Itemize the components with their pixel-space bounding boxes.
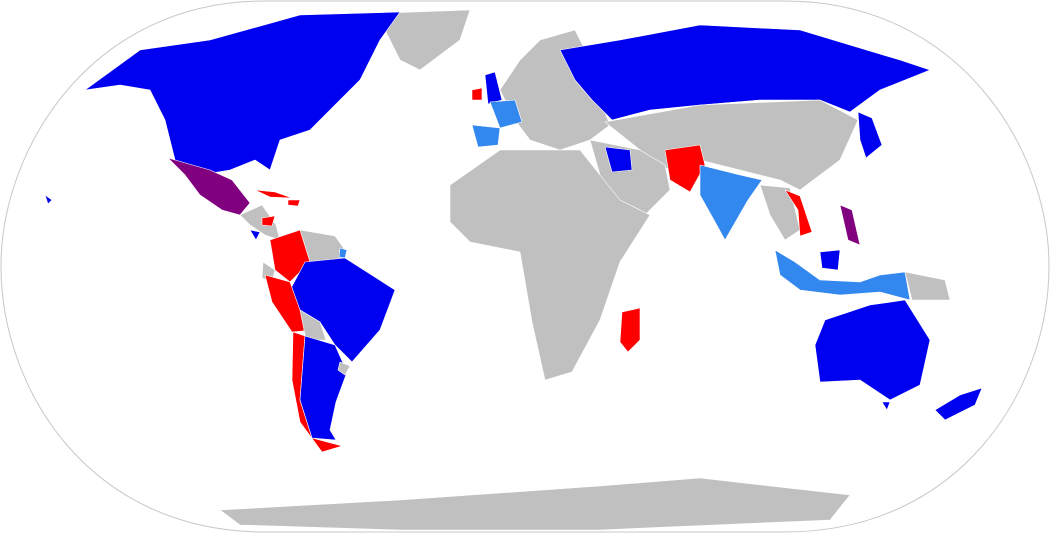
region-india <box>699 164 763 241</box>
region-philippines <box>839 204 861 246</box>
regions-layer <box>44 9 983 531</box>
region-honduras <box>261 215 276 227</box>
region-new-zealand <box>934 387 983 421</box>
region-hawaii <box>44 194 53 205</box>
region-malaysia <box>819 249 841 271</box>
region-pakistan <box>664 144 706 193</box>
region-russia <box>559 24 931 121</box>
region-france <box>489 99 523 129</box>
region-madagascar <box>619 307 641 353</box>
region-uruguay <box>337 361 351 376</box>
region-costa-rica <box>249 229 261 241</box>
region-indonesia <box>774 249 911 301</box>
region-se-asia <box>759 184 801 241</box>
region-cuba <box>254 189 293 199</box>
region-north-america <box>84 11 401 176</box>
region-hispaniola <box>287 199 301 207</box>
region-australia <box>814 299 931 401</box>
region-bolivia <box>299 309 327 341</box>
region-africa <box>449 149 651 381</box>
region-tasmania <box>881 401 891 411</box>
region-antarctica <box>219 477 851 531</box>
region-japan <box>857 111 883 159</box>
region-spain <box>471 124 501 148</box>
region-argentina <box>299 335 348 441</box>
region-vietnam <box>784 189 813 237</box>
region-ireland <box>471 87 483 101</box>
region-iraq <box>604 146 633 173</box>
region-new-guinea <box>904 271 951 301</box>
region-uk <box>484 71 503 105</box>
